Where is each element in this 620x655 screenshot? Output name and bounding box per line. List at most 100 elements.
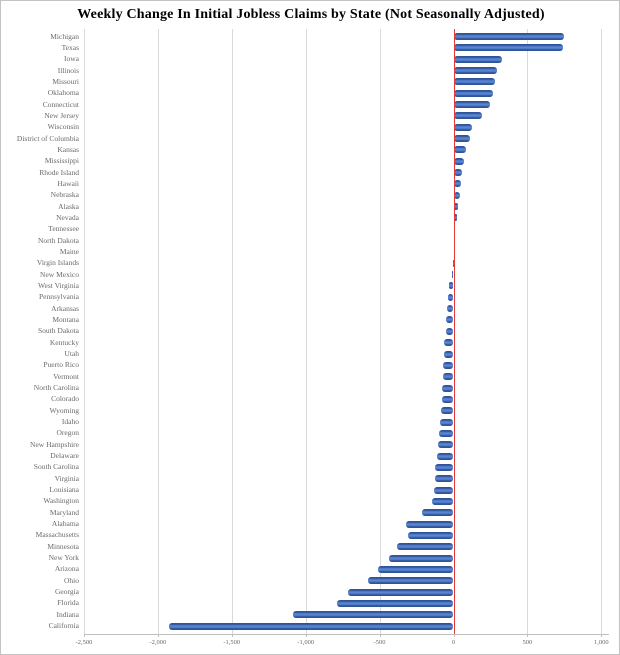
- bar: [444, 339, 454, 347]
- x-axis-tick-label: 500: [522, 639, 533, 646]
- bar: [453, 203, 458, 211]
- y-axis-label: Alabama: [51, 519, 79, 529]
- y-axis-label: West Virginia: [38, 280, 79, 290]
- gridline: [84, 29, 85, 634]
- axis-tick: [527, 634, 529, 637]
- bar: [347, 588, 454, 596]
- bar: [438, 429, 454, 437]
- bar: [453, 135, 471, 143]
- bar: [435, 463, 454, 471]
- bar: [433, 486, 454, 494]
- y-axis-label: New Jersey: [44, 110, 79, 120]
- y-axis-label: Virgin Islands: [36, 258, 79, 268]
- x-axis-line: [84, 634, 609, 635]
- y-axis-label: Vermont: [53, 371, 79, 381]
- bar: [451, 271, 454, 279]
- y-axis-label: Maine: [59, 246, 79, 256]
- gridline: [231, 29, 233, 634]
- y-axis-label: Nebraska: [50, 190, 79, 200]
- bar: [448, 293, 454, 301]
- zero-line: [453, 29, 455, 634]
- y-axis-label: Florida: [57, 598, 79, 608]
- bar: [447, 305, 454, 313]
- bar: [449, 282, 454, 290]
- axis-tick: [601, 634, 603, 637]
- y-axis-label: Tennessee: [48, 224, 79, 234]
- bar: [378, 565, 454, 573]
- x-axis-tick-label: -1,500: [223, 639, 241, 646]
- y-axis-label: Ohio: [64, 575, 79, 585]
- y-axis-label: New York: [48, 553, 79, 563]
- y-axis-label: Mississippi: [44, 156, 79, 166]
- bar: [292, 611, 454, 619]
- y-axis-label: Minnesota: [47, 541, 79, 551]
- y-axis-label: California: [48, 621, 79, 631]
- bar: [442, 384, 454, 392]
- y-axis-label: North Dakota: [37, 235, 79, 245]
- y-axis-label: Georgia: [54, 587, 79, 597]
- y-axis-label: Wisconsin: [47, 122, 79, 132]
- gridline: [601, 29, 603, 634]
- y-axis-label: Pennsylvania: [39, 292, 79, 302]
- bar: [445, 327, 454, 335]
- y-axis-label: Oregon: [56, 428, 80, 438]
- bar: [437, 441, 454, 449]
- bar: [407, 531, 454, 539]
- y-axis-label: Missouri: [52, 76, 79, 86]
- y-axis-label: Nevada: [56, 212, 79, 222]
- y-axis-label: Wyoming: [49, 405, 79, 415]
- bar: [453, 112, 483, 120]
- y-axis-label: Texas: [61, 42, 79, 52]
- y-axis-label: Hawaii: [57, 178, 79, 188]
- axis-tick: [231, 634, 233, 637]
- bar: [337, 599, 454, 607]
- bar: [453, 33, 565, 40]
- bar: [396, 543, 454, 551]
- bar: [453, 101, 491, 109]
- y-axis-label: South Dakota: [37, 326, 79, 336]
- x-axis-tick-label: 0: [451, 639, 456, 646]
- x-axis-tick-label: 1,000: [593, 639, 609, 646]
- bar: [405, 520, 454, 528]
- bar: [441, 407, 454, 415]
- chart-title: Weekly Change In Initial Jobless Claims …: [77, 7, 545, 22]
- bar: [453, 180, 461, 188]
- y-axis-label: North Carolina: [33, 383, 79, 393]
- y-axis-label: Utah: [64, 349, 79, 358]
- bar: [443, 373, 454, 381]
- y-axis-label: Massachusetts: [35, 530, 79, 540]
- gridline: [157, 29, 159, 634]
- y-axis-label: Puerto Rico: [43, 360, 79, 370]
- bar: [453, 169, 462, 177]
- y-axis-label: Connecticut: [42, 99, 79, 109]
- bar: [453, 146, 467, 154]
- axis-tick: [453, 634, 455, 637]
- y-axis-label: Arizona: [54, 564, 79, 574]
- axis-tick: [305, 634, 307, 637]
- y-axis-label: Kentucky: [49, 337, 79, 347]
- y-axis-label: Oklahoma: [47, 88, 79, 98]
- bar: [440, 418, 454, 426]
- bar: [434, 475, 454, 483]
- bar: [444, 350, 454, 358]
- bar: [453, 191, 460, 199]
- axis-tick: [157, 634, 159, 637]
- x-axis-tick-label: -500: [373, 639, 386, 646]
- y-axis-label: Rhode Island: [39, 167, 79, 177]
- y-axis-label: District of Columbia: [16, 133, 79, 143]
- y-axis-label: Michigan: [50, 31, 79, 41]
- bar: [389, 554, 454, 562]
- y-axis-label: New Hampshire: [30, 439, 79, 449]
- y-axis-label: Maryland: [49, 507, 79, 517]
- y-axis-label: Indiana: [56, 609, 80, 619]
- y-axis-label: New Mexico: [40, 269, 79, 279]
- bar: [422, 509, 454, 517]
- bar: [432, 497, 454, 505]
- y-axis-label: Idaho: [61, 417, 79, 427]
- bar: [453, 78, 496, 86]
- y-axis-label: Delaware: [50, 451, 79, 461]
- y-axis-label: Washington: [43, 496, 79, 506]
- bar: [436, 452, 454, 460]
- x-axis-tick-label: -1,000: [297, 639, 315, 646]
